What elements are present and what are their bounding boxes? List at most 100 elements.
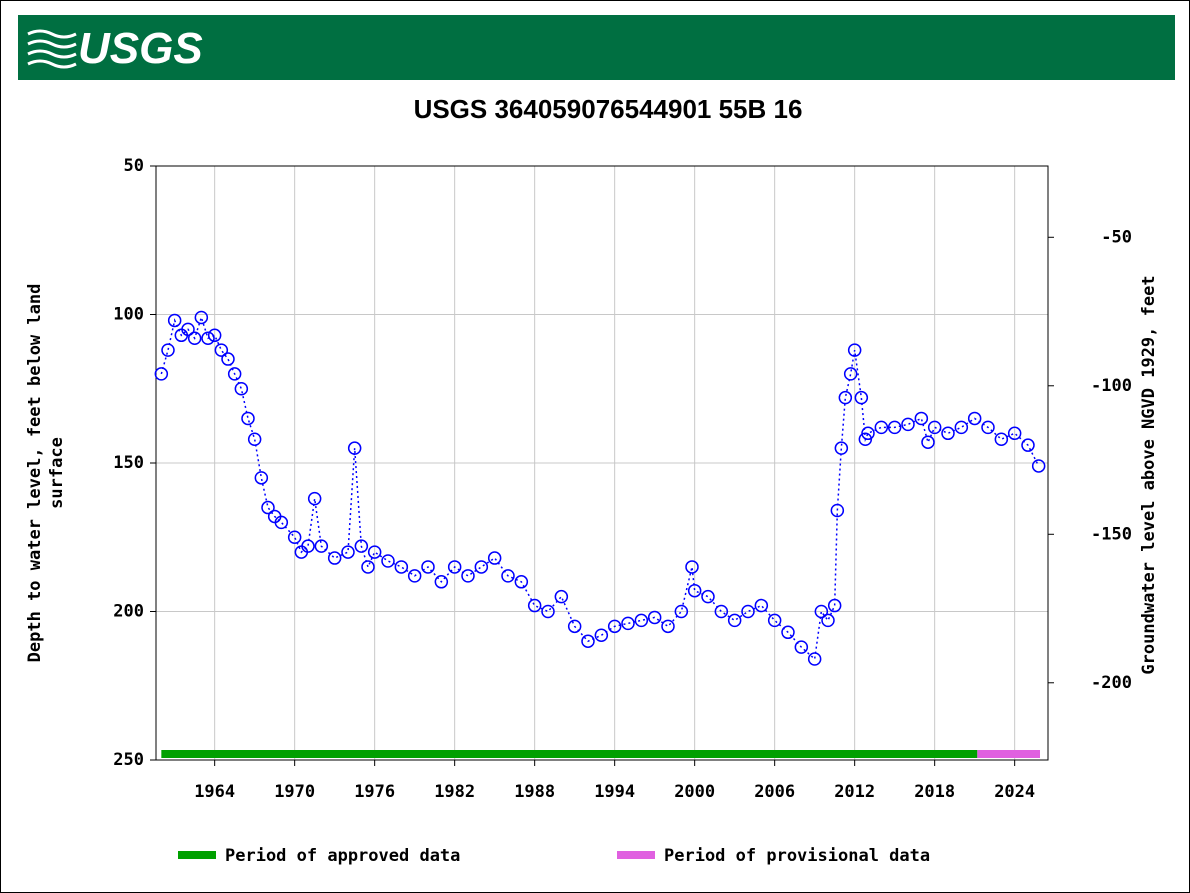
data-point	[421, 560, 435, 574]
data-point	[154, 367, 169, 381]
x-tick-label: 2012	[834, 782, 875, 802]
data-point	[554, 589, 569, 604]
y-tick-label: 100	[113, 305, 144, 325]
x-tick-label: 2006	[754, 782, 795, 802]
header-bar	[18, 15, 1175, 80]
data-point	[501, 569, 515, 583]
x-tick-label: 1988	[514, 782, 555, 802]
data-point	[221, 352, 235, 366]
data-point	[567, 619, 582, 634]
data-point	[781, 625, 795, 640]
data-point	[921, 435, 935, 449]
period-bar	[977, 750, 1040, 758]
data-point	[194, 310, 209, 325]
x-tick-label: 1994	[594, 782, 635, 802]
header-logo: USGS	[78, 24, 203, 73]
data-point	[843, 367, 858, 381]
data-point	[674, 604, 689, 619]
data-point	[954, 420, 969, 435]
data-point	[301, 539, 315, 553]
data-point	[514, 575, 529, 589]
data-point	[234, 382, 249, 396]
data-point	[207, 328, 222, 343]
data-point	[307, 491, 322, 506]
data-point	[254, 471, 269, 485]
data-point	[327, 551, 342, 565]
data-point	[314, 539, 329, 553]
y-tick-label: 150	[113, 453, 144, 473]
data-point	[461, 569, 475, 583]
data-point	[821, 613, 835, 628]
data-point	[167, 313, 182, 328]
data-point	[261, 500, 275, 515]
data-point	[434, 575, 449, 589]
data-point	[901, 417, 915, 432]
data-point	[838, 390, 853, 405]
logo-waves	[27, 29, 77, 69]
legend-label: Period of provisional data	[664, 846, 930, 866]
data-point	[214, 343, 229, 357]
data-point	[727, 613, 742, 628]
data-point	[830, 503, 845, 518]
data-point	[541, 604, 555, 619]
data-point	[161, 343, 175, 357]
y2-tick-label: -150	[1091, 524, 1132, 544]
data-point	[967, 411, 982, 426]
data-point	[347, 441, 362, 455]
data-point	[685, 560, 699, 574]
data-point	[741, 604, 755, 619]
x-tick-label: 2024	[994, 782, 1035, 802]
plot-border	[155, 165, 1049, 761]
data-point	[1021, 438, 1035, 452]
data-point	[941, 426, 955, 441]
series-line	[160, 315, 1040, 661]
y-tick-label: 200	[113, 602, 144, 622]
data-point	[858, 432, 873, 446]
data-point	[847, 343, 862, 357]
data-point	[274, 515, 289, 530]
data-point	[701, 589, 715, 604]
y2-tick-label: -200	[1091, 673, 1132, 693]
data-point	[341, 545, 355, 559]
data-point	[1007, 426, 1022, 441]
data-point	[361, 560, 375, 574]
data-point	[201, 331, 215, 346]
data-point	[527, 598, 542, 613]
data-point	[594, 628, 609, 643]
x-tick-label: 2000	[674, 782, 715, 802]
chart-title: USGS 364059076544901 55B 16	[414, 94, 803, 124]
x-tick-label: 1976	[354, 782, 395, 802]
data-point	[581, 634, 595, 648]
legend-label: Period of approved data	[225, 846, 460, 866]
data-point	[647, 610, 662, 625]
data-point	[621, 616, 635, 631]
data-point	[854, 390, 869, 405]
data-point	[814, 604, 829, 619]
y-tick-label: 250	[113, 750, 144, 770]
data-point	[354, 539, 369, 553]
y2-tick-label: -100	[1091, 376, 1132, 396]
data-point	[381, 554, 395, 568]
legend-swatch	[178, 851, 216, 859]
data-point	[827, 598, 842, 613]
y-axis-label: surface	[47, 437, 67, 509]
y2-axis-label: Groundwater level above NGVD 1929, feet	[1139, 275, 1159, 674]
data-point	[981, 420, 995, 435]
data-point	[241, 411, 255, 426]
data-point	[474, 560, 489, 574]
data-point	[447, 560, 462, 574]
data-point	[247, 432, 262, 446]
data-point	[687, 583, 702, 598]
data-point	[1031, 459, 1046, 473]
y2-tick-label: -50	[1101, 227, 1132, 247]
legend-swatch	[617, 851, 655, 859]
data-point	[914, 411, 929, 426]
data-point	[887, 420, 902, 435]
period-bar	[161, 750, 978, 758]
data-point	[634, 613, 649, 628]
data-point	[794, 640, 809, 654]
y-axis-label: Depth to water level, feet below land	[25, 284, 45, 663]
data-point	[227, 367, 242, 381]
x-tick-label: 1970	[274, 782, 315, 802]
